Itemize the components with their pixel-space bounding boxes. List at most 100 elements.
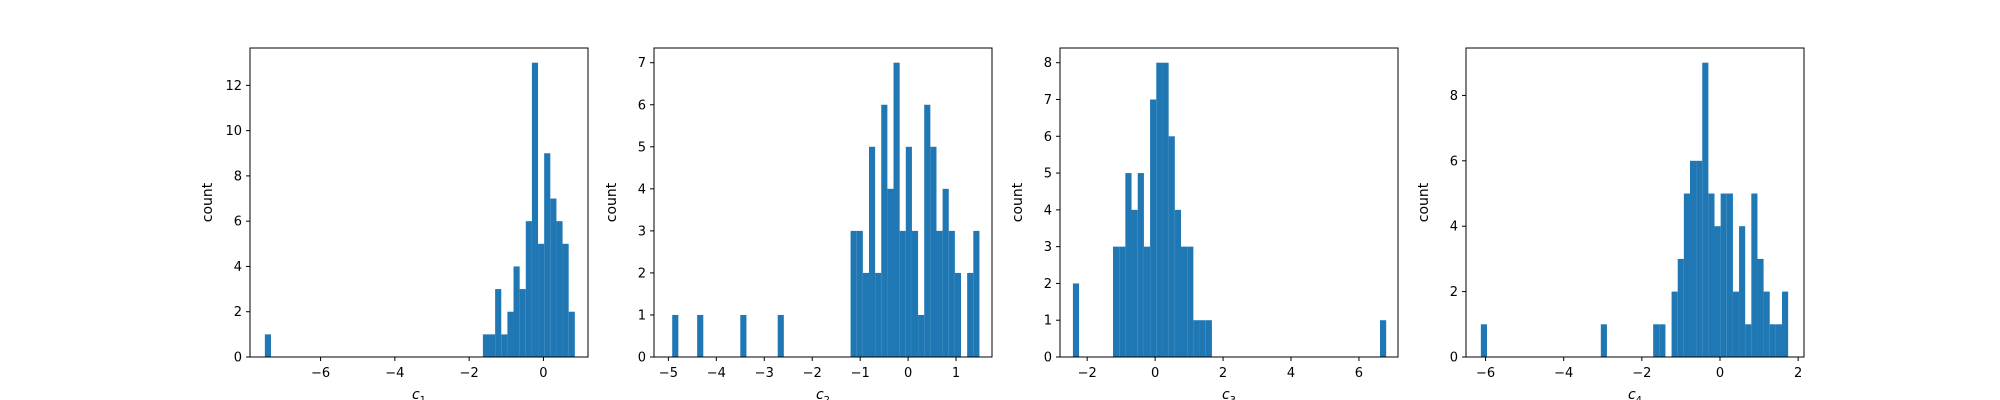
histogram-bar xyxy=(1696,160,1703,357)
plot-frame xyxy=(1059,47,1399,358)
histogram-bar xyxy=(1181,246,1188,357)
y-tick-label: 0 xyxy=(1450,351,1458,366)
histogram-bar xyxy=(856,230,863,357)
y-axis-label: count xyxy=(200,182,216,222)
y-tick-label: 6 xyxy=(638,98,646,113)
histogram-bar xyxy=(697,314,704,357)
histogram-bar xyxy=(1150,99,1157,357)
histogram-bar xyxy=(1751,193,1758,357)
x-tick-label: 0 xyxy=(1716,366,1724,381)
histogram-bar xyxy=(544,153,551,357)
y-tick-label: 1 xyxy=(1044,314,1052,329)
histogram-bar xyxy=(1174,209,1182,357)
y-tick-label: 4 xyxy=(234,260,242,275)
y-tick-label: 5 xyxy=(638,140,646,155)
y-tick-label: 2 xyxy=(234,305,242,320)
histogram-bar xyxy=(936,230,943,357)
histogram-bar xyxy=(899,230,906,357)
x-tick-label: −2 xyxy=(460,366,479,381)
x-axis-label-subscript: 3 xyxy=(1230,395,1236,400)
histogram-bar xyxy=(1714,226,1721,357)
histogram-bar xyxy=(1119,246,1126,357)
x-tick-label: 0 xyxy=(539,366,547,381)
histogram-bar xyxy=(1689,160,1697,357)
histogram-bar xyxy=(1379,320,1387,357)
y-tick-label: 12 xyxy=(225,79,242,94)
x-tick-label: −6 xyxy=(311,366,330,381)
x-axis-label-subscript: 4 xyxy=(1636,395,1642,400)
y-tick-label: 0 xyxy=(638,351,646,366)
histogram-bar xyxy=(1193,320,1200,357)
histogram-bar xyxy=(1671,291,1678,357)
histogram-bar xyxy=(1757,258,1764,357)
histogram-bar xyxy=(924,104,931,358)
histogram-panel-2: −5−4−3−2−10101234567c2count xyxy=(604,47,993,400)
y-tick-label: 3 xyxy=(638,224,646,239)
histogram-bar xyxy=(482,334,490,357)
histogram-bar xyxy=(501,334,508,357)
histogram-panel-4: −6−4−20202468c4count xyxy=(1416,47,1805,400)
histogram-bar xyxy=(550,198,557,357)
histogram-bar xyxy=(495,289,502,357)
x-tick-label: 2 xyxy=(1794,366,1802,381)
x-tick-label: −5 xyxy=(659,366,678,381)
x-tick-label: −4 xyxy=(1554,366,1573,381)
y-tick-label: 4 xyxy=(638,182,646,197)
histogram-bar xyxy=(905,146,912,357)
histogram-bar xyxy=(881,104,888,358)
y-axis-label: count xyxy=(604,182,620,222)
histogram-bar xyxy=(1659,324,1666,357)
histogram-bar xyxy=(1720,193,1727,357)
x-tick-label: 1 xyxy=(952,366,960,381)
histogram-bar xyxy=(1769,324,1776,357)
x-tick-label: −6 xyxy=(1476,366,1495,381)
histogram-bar xyxy=(942,188,949,357)
histogram-bar xyxy=(1677,258,1684,357)
histogram-bar xyxy=(887,188,894,357)
y-tick-label: 8 xyxy=(234,169,242,184)
histogram-bar xyxy=(1653,324,1660,357)
y-tick-label: 2 xyxy=(1450,285,1458,300)
x-axis-label: c4 xyxy=(1628,387,1642,400)
x-tick-label: −2 xyxy=(1078,366,1097,381)
histogram-bar xyxy=(1187,246,1194,357)
x-tick-label: −3 xyxy=(755,366,774,381)
histogram-bar xyxy=(1125,173,1132,357)
histogram-bar xyxy=(973,230,980,357)
histogram-bar xyxy=(1702,62,1709,357)
histogram-bar xyxy=(1162,62,1169,357)
histogram-bar xyxy=(862,272,869,357)
histogram-bar xyxy=(1763,291,1770,357)
histogram-panel-3: −20246012345678c3count xyxy=(1010,47,1399,400)
y-tick-label: 7 xyxy=(1044,93,1052,108)
x-tick-label: −1 xyxy=(851,366,870,381)
y-axis-label: count xyxy=(1010,182,1026,222)
y-tick-label: 3 xyxy=(1044,240,1052,255)
y-tick-label: 2 xyxy=(1044,277,1052,292)
histogram-bar xyxy=(868,146,876,357)
histogram-bar xyxy=(875,272,882,357)
histogram-bar xyxy=(1168,136,1175,357)
histogram-bar xyxy=(513,266,520,357)
histogram-bar xyxy=(1199,320,1206,357)
x-tick-label: 2 xyxy=(1219,366,1227,381)
histogram-bar xyxy=(1726,193,1733,357)
histogram-bar xyxy=(1072,283,1080,357)
x-axis-label-subscript: 2 xyxy=(824,395,830,400)
y-tick-label: 6 xyxy=(234,215,242,230)
histogram-bar xyxy=(1156,62,1163,357)
x-axis-label-subscript: 1 xyxy=(420,395,426,400)
y-tick-label: 4 xyxy=(1450,220,1458,235)
y-tick-label: 8 xyxy=(1450,89,1458,104)
histogram-bar xyxy=(1732,291,1740,357)
x-axis-label: c3 xyxy=(1222,387,1236,400)
y-axis-label: count xyxy=(1416,182,1432,222)
histogram-bar xyxy=(918,314,925,357)
histogram-bar xyxy=(1205,320,1212,357)
plot-frame xyxy=(1465,47,1805,358)
y-tick-label: 8 xyxy=(1044,56,1052,71)
y-tick-label: 1 xyxy=(638,308,646,323)
x-axis-label-base: c xyxy=(1628,387,1636,400)
histogram-bar xyxy=(1775,324,1783,357)
